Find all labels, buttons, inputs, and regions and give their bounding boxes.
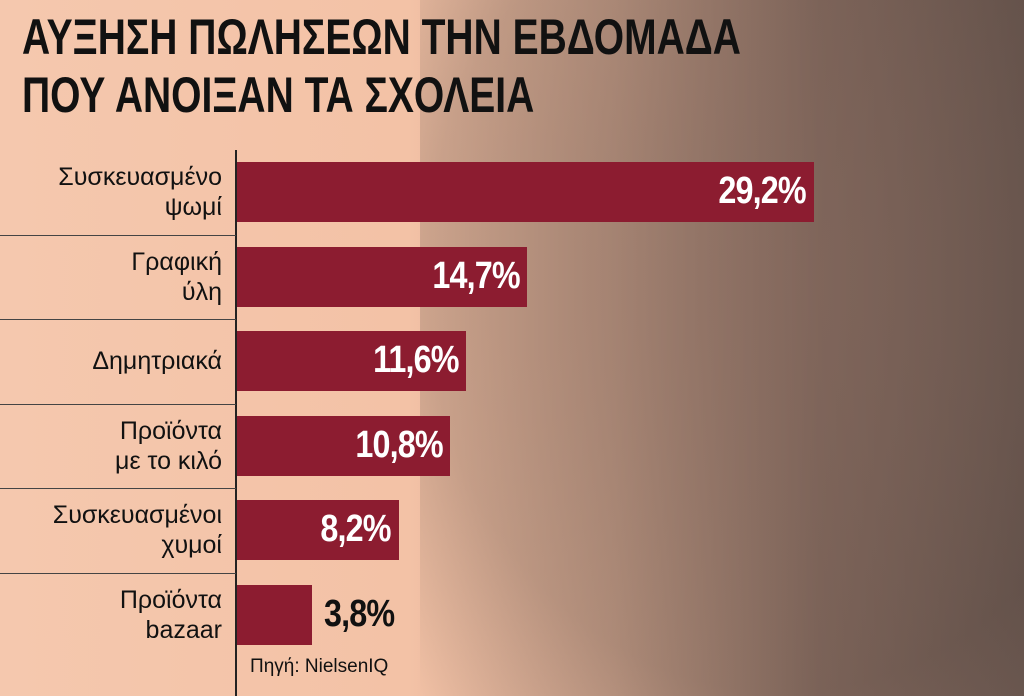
chart-title: ΑΥΞΗΣΗ ΠΩΛΗΣΕΩΝ ΤΗΝ ΕΒΔΟΜΑΔΑ ΠΟΥ ΑΝΟΙΞΑΝ… — [22, 9, 741, 123]
value-label: 29,2% — [718, 170, 807, 213]
category-label: Συσκευασμένο ψωμί — [58, 163, 222, 222]
row-separator — [0, 488, 236, 489]
category-label: Προϊόντα με το κιλό — [115, 416, 222, 475]
row-separator — [0, 572, 236, 574]
bar — [237, 162, 814, 223]
value-label: 8,2% — [320, 508, 392, 551]
value-label: 3,8% — [324, 592, 395, 635]
bar — [237, 415, 451, 476]
bar — [237, 500, 400, 561]
axis-line — [235, 150, 237, 696]
row-separator — [0, 319, 236, 320]
value-label: 14,7% — [432, 254, 520, 297]
source-note: Πηγή: NielsenIQ — [250, 656, 389, 677]
category-label: Συσκευασμένοι χυμοί — [52, 501, 222, 560]
background-photo — [420, 0, 1024, 696]
value-label: 11,6% — [372, 339, 459, 382]
value-label: 10,8% — [355, 423, 443, 466]
bar — [237, 584, 313, 645]
category-label: Δημητριακά — [92, 347, 222, 376]
bar — [237, 246, 528, 307]
category-label: Προϊόντα bazaar — [119, 585, 222, 644]
row-separator — [0, 403, 236, 405]
row-separator — [0, 234, 236, 236]
bar — [237, 331, 467, 392]
category-label: Γραφική ύλη — [131, 247, 222, 306]
